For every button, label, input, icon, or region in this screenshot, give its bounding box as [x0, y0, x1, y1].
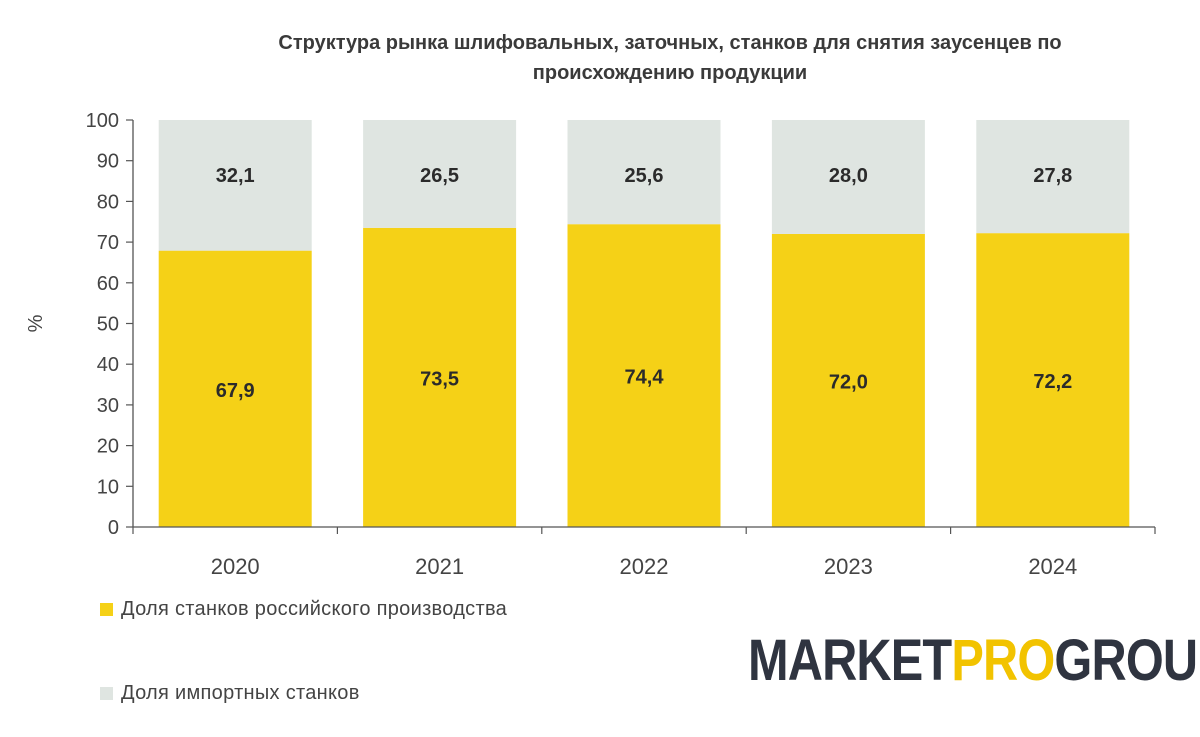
legend-swatch-import — [100, 687, 113, 700]
legend-label-import: Доля импортных станков — [121, 682, 360, 704]
legend-label-russian: Доля станков российского производства — [121, 598, 508, 620]
chart-title-line-2: происхождению продукции — [532, 62, 808, 84]
bar-segment-import-2020 — [158, 120, 312, 251]
bar-segment-import-2021 — [363, 120, 517, 228]
data-label-russian-2023: 72,0 — [829, 371, 868, 393]
legend-item-import: Доля импортных станков — [100, 682, 360, 705]
legend-item-russian: Доля станков российского производства — [100, 598, 507, 621]
x-tick-label-2020: 2020 — [211, 554, 260, 579]
y-tick-label-30: 30 — [97, 395, 119, 417]
logo-part-market: MARKET — [748, 628, 952, 693]
bar-segment-russian-2020 — [158, 250, 312, 527]
x-tick-label-2024: 2024 — [1028, 554, 1077, 579]
data-label-russian-2021: 73,5 — [420, 368, 459, 390]
data-label-import-2020: 32,1 — [216, 165, 255, 187]
data-label-russian-2024: 72,2 — [1033, 371, 1072, 393]
bar-segment-import-2022 — [567, 120, 721, 225]
bar-segment-russian-2024 — [976, 233, 1130, 527]
data-label-import-2022: 25,6 — [625, 165, 664, 187]
y-tick-label-90: 90 — [97, 151, 119, 173]
bar-segment-russian-2021 — [363, 227, 517, 528]
y-tick-label-20: 20 — [97, 436, 119, 458]
y-axis-label: % — [25, 314, 47, 332]
y-tick-label-50: 50 — [97, 314, 119, 336]
data-label-russian-2022: 74,4 — [625, 367, 665, 389]
y-tick-label-60: 60 — [97, 273, 119, 295]
bar-segment-import-2023 — [771, 120, 925, 234]
bar-segment-russian-2023 — [771, 233, 925, 527]
bar-segment-russian-2022 — [567, 224, 721, 527]
y-tick-label-40: 40 — [97, 354, 119, 376]
chart-title: Структура рынка шлифовальных, заточных, … — [170, 28, 1170, 88]
data-label-import-2024: 27,8 — [1033, 165, 1072, 187]
chart-title-line-1: Структура рынка шлифовальных, заточных, … — [278, 32, 1062, 54]
brand-logo: MARKETPROGROUP — [748, 626, 1200, 696]
logo-part-pro: PRO — [951, 628, 1055, 693]
x-tick-label-2023: 2023 — [824, 554, 873, 579]
x-tick-label-2022: 2022 — [620, 554, 669, 579]
data-label-import-2021: 26,5 — [420, 165, 459, 187]
y-tick-label-10: 10 — [97, 476, 119, 498]
y-tick-label-80: 80 — [97, 191, 119, 213]
data-label-russian-2020: 67,9 — [216, 380, 255, 402]
y-tick-label-100: 100 — [86, 110, 119, 132]
legend-swatch-russian — [100, 603, 113, 616]
x-tick-label-2021: 2021 — [415, 554, 464, 579]
chart-plot: 67,9 32,1 73,5 26,5 74,4 25,6 72,0 28,0 72,2 27,8… — [25, 110, 1156, 579]
y-tick-label-0: 0 — [108, 517, 119, 539]
data-label-import-2023: 28,0 — [829, 165, 868, 187]
bar-segment-import-2024 — [976, 120, 1130, 234]
y-tick-label-70: 70 — [97, 232, 119, 254]
logo-part-group: GROUP — [1054, 628, 1200, 693]
